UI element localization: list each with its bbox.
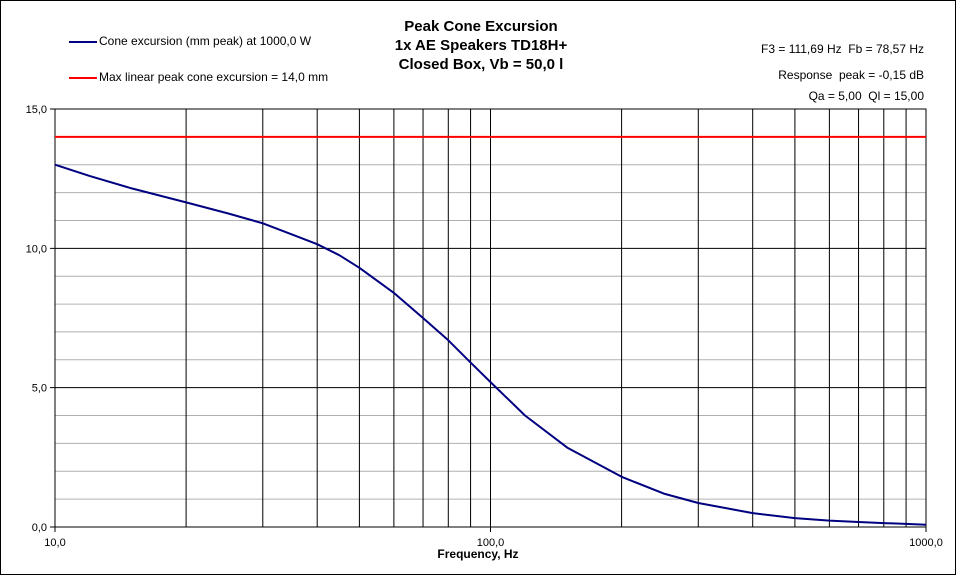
chart-title: Peak Cone Excursion 1x AE Speakers TD18H…: [341, 17, 621, 74]
plot-border: [54, 108, 927, 528]
x-axis-label: Frequency, Hz: [437, 547, 519, 561]
title-line-3: Closed Box, Vb = 50,0 l: [398, 56, 564, 73]
y-tick-label: 0,0: [32, 522, 47, 534]
x-tick-label: 100,0: [477, 537, 505, 549]
y-tick-label: 10,0: [26, 243, 47, 255]
title-line-1: Peak Cone Excursion: [404, 18, 558, 35]
legend-swatch-max: [69, 77, 97, 79]
legend-excursion: Cone excursion (mm peak) at 1000,0 W: [99, 34, 312, 48]
x-tick-label: 1000,0: [909, 537, 943, 549]
legend-max: Max linear peak cone excursion = 14,0 mm: [99, 70, 329, 84]
y-tick-label: 5,0: [32, 383, 47, 395]
annotation-f3: F3 = 111,69 Hz Fb = 78,57 Hz: [761, 42, 924, 56]
legend-swatch-excursion: [69, 41, 97, 43]
y-tick-label: 15,0: [26, 104, 47, 116]
annotation-peak: Response peak = -0,15 dB: [778, 68, 924, 82]
x-tick-label: 10,0: [44, 537, 65, 549]
series-cone-excursion: [54, 163, 927, 526]
title-line-2: 1x AE Speakers TD18H+: [394, 37, 568, 54]
annotation-q: Qa = 5,00 Ql = 15,00: [808, 89, 924, 103]
